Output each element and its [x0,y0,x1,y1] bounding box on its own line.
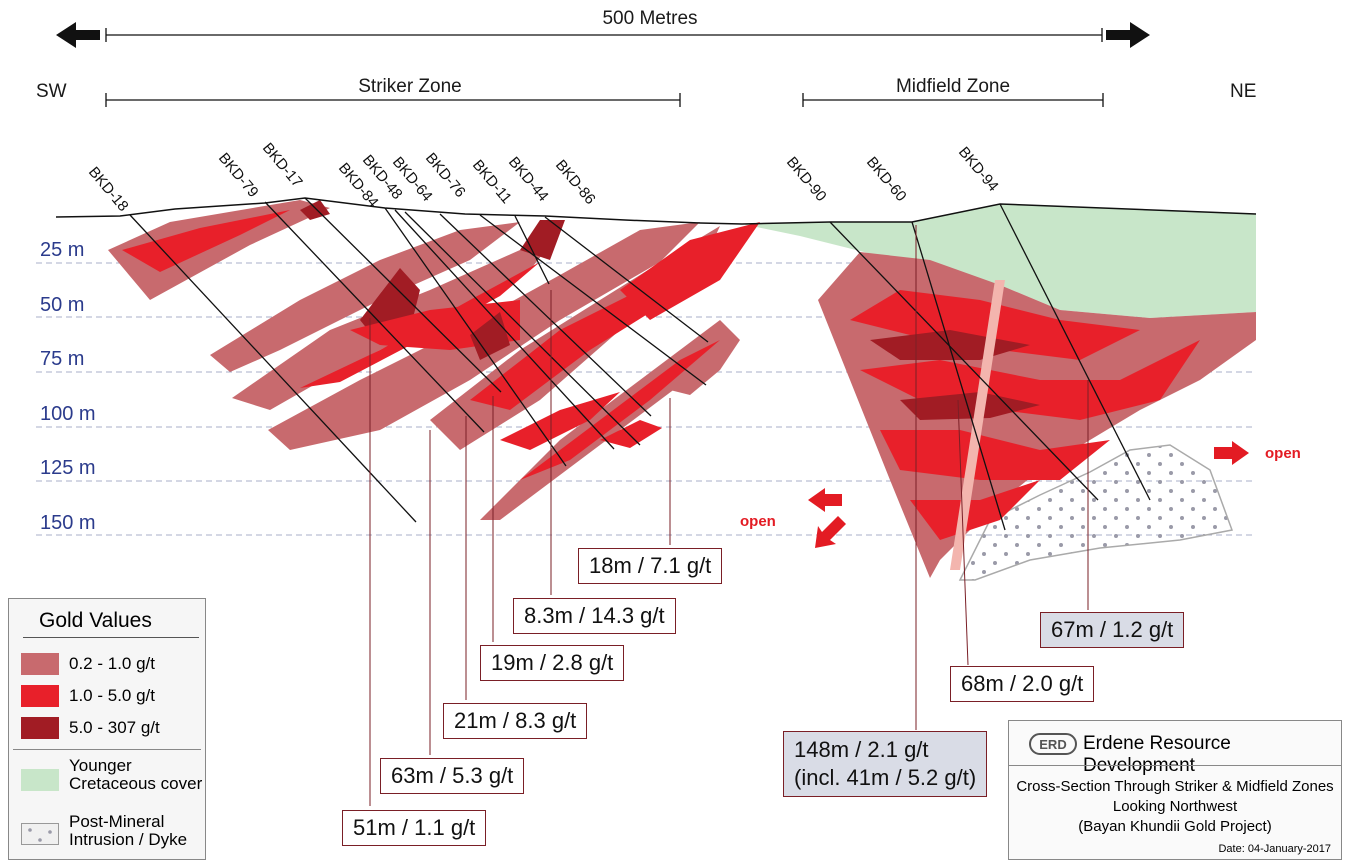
hole-label: BKD-60 [863,154,910,205]
intercept-box: 21m / 8.3 g/t [443,703,588,739]
legend-title: Gold Values [39,609,152,632]
midfield-zone-bar: Midfield Zone [802,76,1104,107]
depth-label-150: 150 m [40,512,96,534]
drill-hole-traces [129,197,1151,531]
legend-label-mid: 1.0 - 5.0 g/t [69,686,155,705]
cretaceous-cover [742,204,1256,318]
open-label-east: open [1265,445,1301,462]
intercept-box: 51m / 1.1 g/t [342,810,487,846]
date-label: Date: 04-January-2017 [1218,843,1331,855]
legend-swatch-cover [21,769,59,791]
intercept-box: 67m / 1.2 g/t [1040,612,1185,648]
scale-bar: 500 Metres [56,8,1150,48]
legend-swatch-intrusion [21,823,59,845]
open-arrow-left-icon [808,488,842,512]
hole-label: BKD-79 [215,150,262,201]
legend-swatch-mid [21,685,59,707]
open-arrows: open open [740,441,1301,548]
legend-swatch-low [21,653,59,675]
section-title: Cross-Section Through Striker & Midfield… [1016,778,1334,795]
intercept-box: 8.3m / 14.3 g/t [513,598,676,634]
arrow-left-icon [56,22,100,48]
hole-label: BKD-90 [783,154,830,205]
intercept-leaders [369,225,1089,806]
project-name: (Bayan Khundii Gold Project) [1078,818,1272,835]
midfield-zone-label: Midfield Zone [896,76,1010,97]
svg-text:ERD: ERD [1039,737,1066,752]
legend-label-cover: Younger Cretaceous cover [69,756,203,793]
intercept-box: 63m / 5.3 g/t [380,758,525,794]
legend: Gold Values 0.2 - 1.0 g/t 1.0 - 5.0 g/t … [8,598,206,860]
title-block: ERD Erdene Resource Development Cross-Se… [1008,720,1342,860]
open-label-west: open [740,513,776,530]
open-arrow-right-icon [1214,441,1249,465]
hole-label: BKD-94 [955,144,1002,195]
striker-zone-bar: Striker Zone [105,76,681,107]
legend-swatch-high [21,717,59,739]
intercept-box-main: 148m / 2.1 g/t (incl. 41m / 5.2 g/t) [783,731,988,797]
midfield-mineralization [818,252,1256,578]
striker-mineralization [108,200,760,520]
intercept-box: 19m / 2.8 g/t [480,645,625,681]
arrow-right-icon [1106,22,1150,48]
direction-sw: SW [36,81,67,102]
topography-line [55,197,1257,225]
depth-label-125: 125 m [40,457,96,479]
legend-label-low: 0.2 - 1.0 g/t [69,654,155,673]
depth-label-50: 50 m [40,294,84,316]
direction-ne: NE [1230,81,1256,102]
depth-label-100: 100 m [40,403,96,425]
intercept-box: 68m / 2.0 g/t [950,666,1095,702]
striker-zone-label: Striker Zone [358,76,461,97]
hole-label: BKD-86 [552,157,599,208]
legend-label-high: 5.0 - 307 g/t [69,718,160,737]
intercept-box: 18m / 7.1 g/t [578,548,723,584]
section-orientation: Looking Northwest [1112,798,1238,815]
drill-hole-labels: BKD-18 BKD-79 BKD-17 BKD-84 BKD-48 BKD-6… [85,140,1002,215]
intercept-main-line1: 148m / 2.1 g/t [794,737,929,762]
intercept-main-line2: (incl. 41m / 5.2 g/t) [794,765,977,790]
open-arrow-down-left-icon [815,516,846,548]
hole-label: BKD-18 [85,164,132,215]
depth-label-25: 25 m [40,239,84,261]
company-name: Erdene Resource Development [1083,733,1231,776]
legend-label-intrusion: Post-Mineral Intrusion / Dyke [69,812,188,849]
scale-label: 500 Metres [602,8,697,29]
hole-label: BKD-17 [259,140,306,191]
depth-label-75: 75 m [40,348,84,370]
post-mineral-intrusion [958,444,1234,581]
